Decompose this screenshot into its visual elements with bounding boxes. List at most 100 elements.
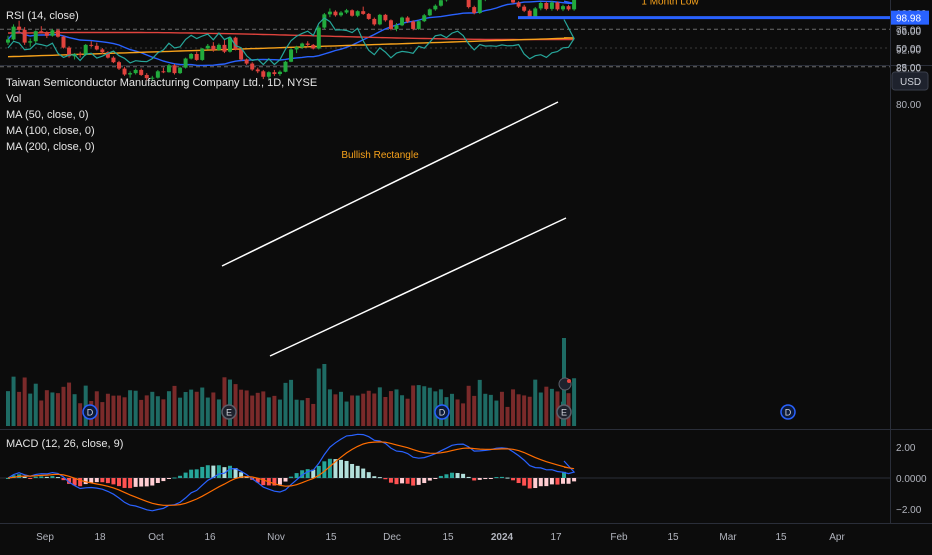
macd-histogram-bar xyxy=(189,470,193,478)
candle-body xyxy=(472,7,476,13)
candle-body xyxy=(100,49,104,52)
price-tick-label: 96.00 xyxy=(896,27,921,38)
candle-body xyxy=(23,30,27,43)
candle-body xyxy=(217,45,221,50)
macd-histogram-bar xyxy=(350,464,354,478)
volume-bar xyxy=(483,394,487,426)
candle-body xyxy=(345,10,349,12)
volume-bar xyxy=(406,399,410,426)
volume-bar xyxy=(356,396,360,426)
volume-bar xyxy=(234,384,238,426)
macd-histogram-bar xyxy=(161,478,165,481)
candle-body xyxy=(439,0,443,5)
volume-bar xyxy=(139,400,143,426)
macd-histogram-bar xyxy=(167,478,171,479)
volume-bar xyxy=(383,397,387,426)
volume-bar xyxy=(134,391,138,426)
time-tick-label: Mar xyxy=(719,532,737,543)
time-tick-label: Nov xyxy=(267,532,285,543)
candle-body xyxy=(39,31,43,33)
main-legend: Taiwan Semiconductor Manufacturing Compa… xyxy=(6,75,317,155)
badge-low-text: 98.98 xyxy=(896,14,921,25)
level-annotation-lower: 1 Month Low xyxy=(641,0,699,8)
volume-bar xyxy=(123,397,127,426)
macd-histogram-bar xyxy=(511,478,515,480)
volume-bar xyxy=(511,389,515,426)
macd-histogram-bar xyxy=(550,478,554,484)
candle-body xyxy=(34,31,38,41)
volume-bar xyxy=(494,401,498,426)
candle-body xyxy=(161,71,165,72)
volume-bar xyxy=(128,390,132,426)
volume-bar xyxy=(184,392,188,426)
candle-body xyxy=(539,3,543,8)
candle-body xyxy=(411,22,415,29)
macd-histogram-bar xyxy=(533,478,537,488)
volume-bar xyxy=(150,392,154,426)
candle-body xyxy=(555,3,559,10)
candle-body xyxy=(517,3,521,7)
volume-bar xyxy=(317,369,321,426)
macd-histogram-bar xyxy=(295,473,299,478)
volume-bar xyxy=(333,394,337,426)
volume-bar xyxy=(339,392,343,426)
volume-bar xyxy=(34,384,38,426)
macd-histogram-bar xyxy=(50,476,54,478)
candle-body xyxy=(6,39,10,42)
macd-histogram-bar xyxy=(433,478,437,479)
candle-body xyxy=(95,46,99,50)
candle-body xyxy=(56,30,60,36)
macd-histogram-bar xyxy=(200,467,204,478)
macd-histogram-bar xyxy=(145,478,149,486)
volume-bar xyxy=(245,390,249,426)
volume-bar xyxy=(522,395,526,426)
volume-bar xyxy=(111,396,115,426)
macd-histogram-bar xyxy=(123,478,127,488)
volume-bar xyxy=(461,403,465,426)
volume-bar xyxy=(389,391,393,426)
candle-body xyxy=(544,3,548,9)
volume-bar xyxy=(217,399,221,426)
time-tick-label: Dec xyxy=(383,532,401,543)
time-tick-label: 2024 xyxy=(491,532,514,543)
macd-histogram-bar xyxy=(278,478,282,485)
candle-body xyxy=(561,6,565,9)
macd-histogram-bar xyxy=(500,477,504,478)
candle-body xyxy=(417,21,421,29)
macd-histogram-bar xyxy=(395,478,399,484)
macd-histogram-bar xyxy=(572,478,576,481)
volume-bar xyxy=(45,390,49,426)
volume-bar xyxy=(528,397,532,426)
candle-body xyxy=(367,14,371,19)
macd-histogram-bar xyxy=(289,477,293,478)
candle-body xyxy=(134,70,138,73)
candle-body xyxy=(178,68,182,73)
macd-histogram-bar xyxy=(39,476,43,478)
volume-bar xyxy=(328,389,332,426)
volume-bar xyxy=(400,395,404,426)
candle-body xyxy=(12,27,16,40)
time-tick-label: 18 xyxy=(94,532,106,543)
candle-body xyxy=(62,37,66,48)
time-tick-label: Apr xyxy=(829,532,845,543)
volume-bar xyxy=(12,377,16,426)
volume-bar xyxy=(211,392,215,426)
candle-body xyxy=(123,69,127,75)
candle-body xyxy=(467,0,471,7)
macd-histogram-bar xyxy=(467,477,471,478)
volume-bar xyxy=(39,401,43,426)
volume-bar xyxy=(478,380,482,426)
dividend-marker: D xyxy=(781,405,795,419)
candle-body xyxy=(211,46,215,50)
candle-body xyxy=(428,9,432,15)
macd-histogram-bar xyxy=(367,472,371,478)
macd-histogram-bar xyxy=(206,465,210,478)
volume-bar xyxy=(17,392,21,426)
candle-body xyxy=(184,59,188,68)
volume-bar xyxy=(62,387,66,426)
macd-histogram-bar xyxy=(111,478,115,484)
candle-body xyxy=(533,8,537,17)
macd-histogram-bar xyxy=(478,478,482,480)
macd-histogram-bar xyxy=(95,478,99,482)
candle-body xyxy=(195,54,199,60)
